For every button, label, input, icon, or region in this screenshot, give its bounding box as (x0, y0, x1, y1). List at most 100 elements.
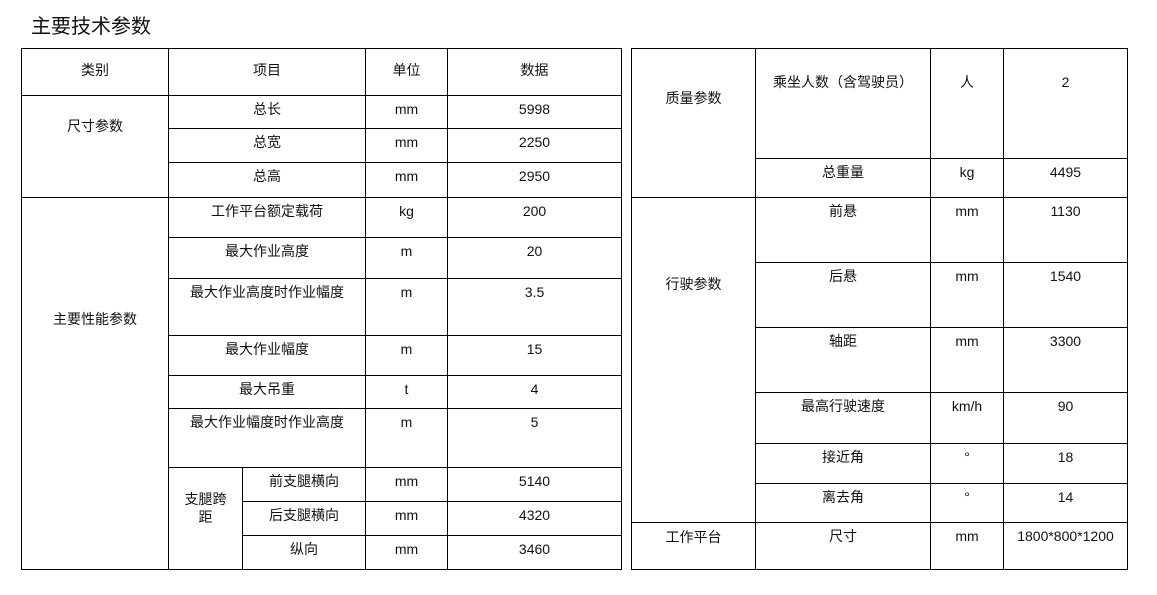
item-cell: 纵向 (242, 535, 366, 570)
value-cell: 18 (1003, 443, 1128, 484)
unit-cell: mm (930, 262, 1004, 328)
item-cell-text: 最大吊重 (239, 381, 295, 397)
item-cell: 最大作业高度 (168, 237, 366, 279)
item-cell: 乘坐人数（含驾驶员） (755, 48, 931, 159)
item-cell: 接近角 (755, 443, 931, 484)
item-cell-text: 离去角 (822, 489, 864, 505)
value-cell: 5998 (447, 95, 622, 129)
category-cell: 质量参数 (631, 48, 756, 198)
unit-cell: 人 (930, 48, 1004, 159)
category-cell: 行驶参数 (631, 197, 756, 523)
item-cell: 总长 (168, 95, 366, 129)
value-cell: 14 (1003, 483, 1128, 523)
value-cell: 5 (447, 408, 622, 468)
unit-cell-text: kg (959, 164, 975, 180)
value-cell: 3460 (447, 535, 622, 570)
item-cell-text: 总重量 (822, 164, 864, 180)
category-cell-text: 质量参数 (665, 90, 722, 106)
unit-cell-text: mm (394, 168, 419, 184)
value-cell-text: 3.5 (524, 284, 545, 300)
unit-cell-text: mm (394, 101, 419, 117)
item-cell: 总重量 (755, 158, 931, 198)
value-cell: 2250 (447, 128, 622, 163)
unit-cell-text: ° (964, 489, 970, 505)
item-cell: 最高行驶速度 (755, 392, 931, 444)
value-cell-text: 5140 (518, 473, 551, 489)
unit-cell-text: 人 (960, 74, 974, 90)
unit-cell-text: mm (955, 268, 979, 284)
unit-cell: kg (930, 158, 1004, 198)
category-cell-text: 尺寸参数 (67, 118, 123, 134)
value-cell-text: 18 (1057, 449, 1074, 465)
unit-cell: t (365, 375, 448, 409)
item-cell: 后支腿横向 (242, 501, 366, 536)
value-cell: 3300 (1003, 327, 1128, 393)
unit-cell: m (365, 408, 448, 468)
unit-cell-text: mm (394, 507, 419, 523)
unit-cell-text: t (404, 381, 409, 397)
value-cell-text: 20 (526, 243, 543, 259)
value-cell: 4320 (447, 501, 622, 536)
value-cell: 4 (447, 375, 622, 409)
category-cell: 工作平台 (631, 522, 756, 570)
unit-cell: ° (930, 483, 1004, 523)
header-cell: 类别 (21, 48, 169, 96)
value-cell-text: 3460 (518, 541, 551, 557)
unit-cell-text: m (400, 414, 413, 430)
category-cell-text: 行驶参数 (665, 276, 722, 292)
value-cell: 90 (1003, 392, 1128, 444)
header-cell-text: 项目 (253, 62, 281, 78)
value-cell-text: 2 (1061, 74, 1070, 90)
value-cell-text: 3300 (1049, 333, 1082, 349)
value-cell-text: 4320 (518, 507, 551, 523)
item-cell-text: 乘坐人数（含驾驶员） (773, 74, 913, 90)
unit-cell-text: ° (964, 449, 970, 465)
unit-cell: mm (365, 128, 448, 163)
item-cell-text: 最大作业幅度时作业高度 (190, 414, 344, 430)
value-cell: 2950 (447, 162, 622, 198)
item-cell: 总高 (168, 162, 366, 198)
item-cell: 最大作业幅度 (168, 335, 366, 376)
item-cell-text: 最高行驶速度 (801, 398, 885, 414)
unit-cell-text: mm (394, 134, 419, 150)
unit-cell-text: m (400, 341, 413, 357)
value-cell-text: 1800*800*1200 (1017, 528, 1114, 544)
unit-cell: km/h (930, 392, 1004, 444)
unit-cell: mm (930, 522, 1004, 570)
value-cell-text: 5 (530, 414, 539, 430)
unit-cell: mm (365, 95, 448, 129)
header-cell-text: 单位 (392, 62, 421, 78)
value-cell-text: 200 (522, 203, 547, 219)
header-cell-text: 数据 (520, 62, 549, 78)
value-cell-text: 1540 (1049, 268, 1082, 284)
item-cell-text: 最大作业高度时作业幅度 (190, 284, 344, 300)
unit-cell-text: mm (955, 333, 979, 349)
value-cell: 5140 (447, 467, 622, 502)
unit-cell: mm (930, 197, 1004, 263)
value-cell-text: 2950 (518, 168, 551, 184)
unit-cell-text: mm (955, 528, 979, 544)
unit-cell-text: mm (394, 541, 419, 557)
unit-cell-text: m (400, 284, 413, 300)
unit-cell: mm (365, 467, 448, 502)
unit-cell-text: mm (955, 203, 979, 219)
item-cell-text: 最大作业高度 (225, 243, 309, 259)
value-cell: 3.5 (447, 278, 622, 336)
item-cell-text: 工作平台额定载荷 (211, 203, 323, 219)
unit-cell: m (365, 237, 448, 279)
item-cell: 前悬 (755, 197, 931, 263)
category-cell-text: 工作平台 (665, 529, 722, 545)
unit-cell-text: kg (399, 203, 414, 219)
unit-cell: mm (930, 327, 1004, 393)
item-cell-text: 纵向 (290, 541, 318, 557)
item-cell: 最大作业幅度时作业高度 (168, 408, 366, 468)
value-cell-text: 5998 (518, 101, 551, 117)
value-cell: 2 (1003, 48, 1128, 159)
value-cell: 4495 (1003, 158, 1128, 198)
item-cell-text: 最大作业幅度 (225, 341, 309, 357)
item-cell-text: 总长 (253, 101, 281, 117)
value-cell: 20 (447, 237, 622, 279)
category-cell: 尺寸参数 (21, 95, 169, 198)
unit-cell: mm (365, 535, 448, 570)
item-cell-text: 后支腿横向 (269, 507, 339, 523)
